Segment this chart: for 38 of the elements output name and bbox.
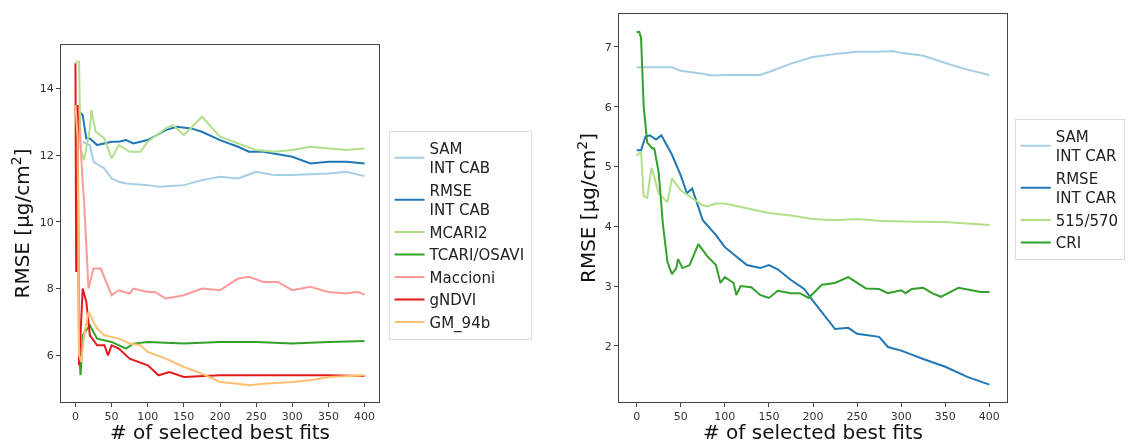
legend-label: GM_94b bbox=[429, 313, 491, 333]
x-tick-label: 350 bbox=[934, 410, 956, 424]
y-tick-label: 3 bbox=[604, 279, 612, 293]
legend-label: Maccioni bbox=[429, 268, 496, 287]
line-series bbox=[78, 110, 366, 165]
y-tick-label: 14 bbox=[39, 82, 54, 96]
y-tick-label: 4 bbox=[604, 220, 612, 234]
line-series bbox=[74, 60, 366, 162]
line-series bbox=[78, 324, 366, 377]
x-tick-label: 0 bbox=[633, 410, 641, 424]
y-tick-label: 6 bbox=[604, 100, 612, 114]
legend-label: SAM INT CAR bbox=[1055, 127, 1117, 166]
x-tick-label: 0 bbox=[71, 410, 79, 424]
legend-label: RMSE INT CAR bbox=[1055, 169, 1117, 208]
legend-label: gNDVI bbox=[429, 291, 477, 310]
line-series bbox=[635, 50, 991, 77]
y-tick-label: 6 bbox=[46, 349, 54, 363]
x-tick-label: 50 bbox=[673, 410, 688, 424]
line-series bbox=[81, 140, 366, 188]
y-tick-label: 10 bbox=[39, 215, 54, 229]
legend-label: RMSE INT CAB bbox=[429, 181, 491, 220]
legend-label: SAM INT CAB bbox=[429, 139, 491, 178]
line-series bbox=[635, 150, 991, 227]
line-series bbox=[74, 62, 366, 378]
line-series bbox=[635, 134, 991, 386]
legend-label: CRI bbox=[1055, 234, 1082, 253]
y-tick-label: 5 bbox=[604, 160, 612, 174]
y-tick-label: 12 bbox=[39, 148, 54, 162]
y-tick-label: 7 bbox=[604, 40, 612, 54]
line-series bbox=[74, 104, 366, 387]
line-series bbox=[635, 30, 991, 299]
y-tick-label: 8 bbox=[46, 282, 54, 296]
legend-label: MCARI2 bbox=[429, 223, 488, 242]
x-tick-label: 400 bbox=[354, 410, 376, 424]
legend-label: 515/570 bbox=[1055, 211, 1119, 230]
x-tick-label: 400 bbox=[978, 410, 1000, 424]
y-tick-label: 2 bbox=[604, 339, 612, 353]
legend-label: TCARI/OSAVI bbox=[428, 246, 525, 265]
